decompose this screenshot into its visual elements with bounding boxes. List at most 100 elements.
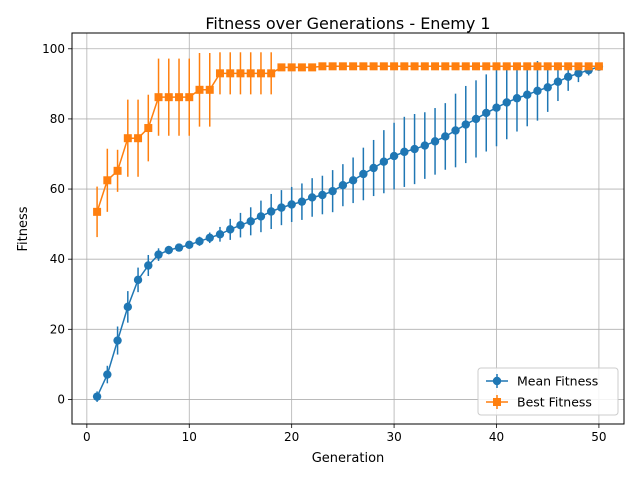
data-point bbox=[164, 93, 173, 102]
data-point bbox=[123, 134, 132, 143]
data-point bbox=[103, 176, 112, 185]
data-point bbox=[266, 207, 276, 216]
data-point bbox=[164, 245, 173, 255]
legend-item: Mean Fitness bbox=[486, 374, 598, 389]
data-point bbox=[144, 261, 153, 270]
data-point bbox=[584, 62, 593, 71]
data-point bbox=[93, 207, 102, 216]
data-point bbox=[277, 63, 286, 72]
data-point bbox=[400, 62, 409, 71]
y-axis-label: Fitness bbox=[16, 206, 31, 251]
series-line bbox=[96, 65, 600, 397]
data-point bbox=[287, 63, 296, 72]
data-point bbox=[92, 392, 102, 401]
series-layer bbox=[92, 52, 604, 402]
data-point bbox=[226, 69, 235, 78]
data-point bbox=[236, 69, 245, 78]
series-best-fitness bbox=[93, 52, 603, 238]
data-point bbox=[379, 157, 389, 166]
data-point bbox=[123, 302, 133, 312]
data-point bbox=[471, 114, 481, 124]
x-tick-label: 0 bbox=[83, 430, 91, 444]
data-point bbox=[338, 62, 347, 71]
data-point bbox=[574, 62, 583, 71]
data-point bbox=[215, 230, 225, 239]
data-point bbox=[400, 147, 409, 157]
data-point bbox=[369, 62, 378, 71]
legend: Mean Fitness Best Fitness bbox=[477, 367, 619, 416]
data-point bbox=[246, 69, 255, 78]
data-point bbox=[553, 62, 562, 71]
data-point bbox=[482, 108, 491, 118]
series-mean-fitness bbox=[92, 61, 604, 402]
data-point bbox=[369, 163, 378, 173]
data-point bbox=[185, 93, 194, 102]
data-point bbox=[492, 103, 501, 112]
data-point bbox=[523, 90, 532, 99]
data-point bbox=[246, 217, 255, 226]
data-point bbox=[533, 86, 542, 96]
data-point bbox=[175, 93, 184, 102]
data-point bbox=[543, 62, 552, 71]
data-point bbox=[205, 85, 214, 94]
legend-box bbox=[477, 367, 619, 416]
data-point bbox=[461, 120, 470, 129]
x-axis-label: Generation bbox=[312, 451, 385, 466]
data-point bbox=[594, 62, 603, 71]
data-point bbox=[451, 62, 460, 71]
data-point bbox=[338, 180, 348, 190]
y-tick-label: 20 bbox=[50, 322, 65, 336]
chart-title: Fitness over Generations - Enemy 1 bbox=[205, 14, 490, 33]
data-point bbox=[318, 62, 327, 71]
data-point bbox=[512, 62, 521, 71]
data-point bbox=[144, 124, 153, 133]
data-point bbox=[297, 197, 307, 206]
data-point bbox=[431, 62, 440, 71]
data-point bbox=[502, 98, 511, 107]
data-point bbox=[420, 141, 430, 150]
data-point bbox=[174, 243, 184, 252]
y-tick-label: 100 bbox=[42, 42, 65, 56]
data-point bbox=[379, 62, 388, 71]
legend-label: Mean Fitness bbox=[517, 374, 598, 389]
data-point bbox=[420, 62, 429, 71]
data-point bbox=[256, 212, 266, 221]
data-point bbox=[215, 69, 224, 78]
data-point bbox=[533, 62, 542, 71]
data-point bbox=[277, 203, 286, 212]
legend-marker bbox=[492, 376, 502, 386]
data-point bbox=[195, 85, 204, 94]
data-point bbox=[359, 62, 368, 71]
data-point bbox=[389, 151, 399, 161]
data-point bbox=[287, 200, 296, 209]
series-line bbox=[96, 65, 599, 213]
data-point bbox=[441, 62, 450, 71]
data-point bbox=[564, 62, 573, 71]
data-point bbox=[349, 62, 358, 71]
legend-marker bbox=[493, 398, 501, 406]
data-point bbox=[553, 77, 563, 86]
data-point bbox=[328, 186, 337, 196]
x-tick-label: 10 bbox=[182, 430, 197, 444]
data-point bbox=[523, 62, 532, 71]
data-point bbox=[502, 62, 511, 71]
data-point bbox=[267, 69, 276, 78]
x-tick-label: 40 bbox=[489, 430, 504, 444]
data-point bbox=[328, 62, 337, 71]
data-point bbox=[410, 62, 419, 71]
axis-ticks: 0 10 20 30 40 50 0 20 40 60 80 100 bbox=[42, 42, 606, 444]
data-point bbox=[297, 63, 306, 72]
data-point bbox=[318, 190, 327, 200]
data-point bbox=[113, 166, 122, 175]
plot-frame bbox=[71, 32, 625, 425]
data-point bbox=[205, 233, 214, 242]
data-point bbox=[154, 93, 163, 102]
y-tick-label: 80 bbox=[50, 112, 65, 126]
data-point bbox=[133, 275, 143, 285]
data-point bbox=[195, 237, 204, 246]
data-point bbox=[359, 169, 368, 179]
data-point bbox=[492, 62, 501, 71]
legend-label: Best Fitness bbox=[517, 395, 592, 410]
x-tick-label: 30 bbox=[386, 430, 401, 444]
